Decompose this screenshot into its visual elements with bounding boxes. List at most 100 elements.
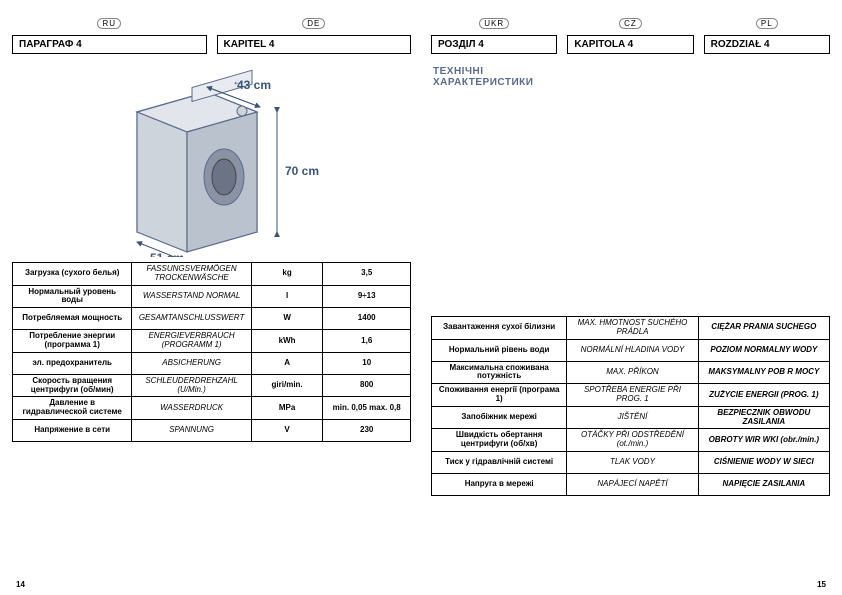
cell-uk: Нормальний рівень води xyxy=(432,339,567,361)
cell-de: GESAMTANSCHLUSSWERT xyxy=(132,308,251,330)
table-row: Потребление энергии (программа 1)ENERGIE… xyxy=(13,330,411,353)
table-row: Швидкість обертання центрифуги (об/хв)OT… xyxy=(432,429,830,452)
cell-de: WASSERSTAND NORMAL xyxy=(132,285,251,308)
cell-cz: SPOTŘEBA ENERGIE PŘI PROG. 1 xyxy=(567,384,698,407)
cell-pl: ZUŻYCIE ENERGII (PROG. 1) xyxy=(698,384,829,407)
table-row: Напруга в мережіNAPÁJECÍ NAPĚTÍNAPIĘCIE … xyxy=(432,473,830,495)
cell-ru: Давление в гидравлической системе xyxy=(13,397,132,420)
cell-val: 3,5 xyxy=(323,263,411,286)
page-number-right: 15 xyxy=(817,580,826,589)
table-row: Завантаження сухої білизниMAX. HMOTNOST … xyxy=(432,317,830,340)
cell-unit: W xyxy=(251,308,323,330)
cell-pl: NAPIĘCIE ZASILANIA xyxy=(698,473,829,495)
cell-unit: A xyxy=(251,352,323,374)
cell-ru: Потребляемая мощность xyxy=(13,308,132,330)
table-row: эл. предохранительABSICHERUNGA10 xyxy=(13,352,411,374)
cell-uk: Завантаження сухої білизни xyxy=(432,317,567,340)
cell-pl: CIĘŻAR PRANIA SUCHEGO xyxy=(698,317,829,340)
spec-table-right: Завантаження сухої білизниMAX. HMOTNOST … xyxy=(431,316,830,496)
page-number-left: 14 xyxy=(16,580,25,589)
cell-ru: Напряжение в сети xyxy=(13,419,132,441)
lang-badge: CZ xyxy=(619,18,642,29)
cell-unit: giri/min. xyxy=(251,374,323,397)
cell-ru: Нормальный уровень воды xyxy=(13,285,132,308)
heading-row-left: ПАРАГРАФ 4 KAPITEL 4 xyxy=(12,35,411,54)
table-row: Загрузка (сухого белья)FASSUNGSVERMÖGEN … xyxy=(13,263,411,286)
spec-table-left: Загрузка (сухого белья)FASSUNGSVERMÖGEN … xyxy=(12,262,411,442)
cell-ru: эл. предохранитель xyxy=(13,352,132,374)
cell-de: ENERGIEVERBRAUCH (PROGRAMM 1) xyxy=(132,330,251,353)
cell-cz: MAX. PŘÍKON xyxy=(567,361,698,384)
lang-badge: RU xyxy=(97,18,121,29)
cell-unit: MPa xyxy=(251,397,323,420)
cell-unit: kg xyxy=(251,263,323,286)
left-page: RU DE ПАРАГРАФ 4 KAPITEL 4 xyxy=(12,18,411,496)
lang-badge: UKR xyxy=(479,18,509,29)
cell-de: ABSICHERUNG xyxy=(132,352,251,374)
page-spread: RU DE ПАРАГРАФ 4 KAPITEL 4 xyxy=(0,0,842,504)
cell-pl: MAKSYMALNY POB R MOCY xyxy=(698,361,829,384)
washing-machine-diagram: ← 43 cm 70 cm 51 cm xyxy=(12,62,411,262)
cell-val: 1,6 xyxy=(323,330,411,353)
right-page: UKR CZ PL РОЗДІЛ 4 KAPITOLA 4 ROZDZIAŁ 4… xyxy=(431,18,830,496)
cell-cz: NAPÁJECÍ NAPĚTÍ xyxy=(567,473,698,495)
cell-de: WASSERDRUCK xyxy=(132,397,251,420)
table-row: Запобіжник мережіJIŠTĚNÍBEZPIECZNIK OBWO… xyxy=(432,406,830,429)
cell-val: 10 xyxy=(323,352,411,374)
cell-cz: TLAK VODY xyxy=(567,451,698,473)
cell-pl: CIŚNIENIE WODY W SIECI xyxy=(698,451,829,473)
cell-cz: JIŠTĚNÍ xyxy=(567,406,698,429)
cell-de: SCHLEUDERDREHZAHL (U/Min.) xyxy=(132,374,251,397)
cell-val: 230 xyxy=(323,419,411,441)
dim-depth-label: 43 cm xyxy=(237,78,271,92)
machine-svg: ← 43 cm 70 cm 51 cm xyxy=(82,67,342,257)
cell-uk: Тиск у гідравлічній системі xyxy=(432,451,567,473)
chapter-heading: РОЗДІЛ 4 xyxy=(431,35,557,54)
cell-ru: Загрузка (сухого белья) xyxy=(13,263,132,286)
table-row: Тиск у гідравлічній системіTLAK VODYCIŚN… xyxy=(432,451,830,473)
cell-unit: l xyxy=(251,285,323,308)
chapter-heading: KAPITOLA 4 xyxy=(567,35,693,54)
cell-val: 9÷13 xyxy=(323,285,411,308)
cell-pl: POZIOM NORMALNY WODY xyxy=(698,339,829,361)
table-row: Максимальна споживана потужністьMAX. PŘÍ… xyxy=(432,361,830,384)
table-row: Потребляемая мощностьGESAMTANSCHLUSSWERT… xyxy=(13,308,411,330)
cell-val: min. 0,05 max. 0,8 xyxy=(323,397,411,420)
dim-height-label: 70 cm xyxy=(285,164,319,178)
heading-row-right: РОЗДІЛ 4 KAPITOLA 4 ROZDZIAŁ 4 xyxy=(431,35,830,54)
cell-cz: NORMÁLNÍ HLADINA VODY xyxy=(567,339,698,361)
lang-badge: PL xyxy=(756,18,778,29)
cell-ru: Потребление энергии (программа 1) xyxy=(13,330,132,353)
dim-width-label: 51 cm xyxy=(149,251,183,257)
chapter-heading: ROZDZIAŁ 4 xyxy=(704,35,830,54)
table-row: Скорость вращения центрифуги (об/мин)SCH… xyxy=(13,374,411,397)
cell-val: 800 xyxy=(323,374,411,397)
cell-uk: Напруга в мережі xyxy=(432,473,567,495)
cell-ru: Скорость вращения центрифуги (об/мин) xyxy=(13,374,132,397)
cell-uk: Споживання енергії (програма 1) xyxy=(432,384,567,407)
cell-cz: OTÁČKY PŘI ODSTŘEDĚNÍ (ot./min.) xyxy=(567,429,698,452)
table-row: Давление в гидравлической системеWASSERD… xyxy=(13,397,411,420)
cell-uk: Швидкість обертання центрифуги (об/хв) xyxy=(432,429,567,452)
table-row: Нормальний рівень водиNORMÁLNÍ HLADINA V… xyxy=(432,339,830,361)
cell-uk: Максимальна споживана потужність xyxy=(432,361,567,384)
cell-unit: V xyxy=(251,419,323,441)
chapter-heading: KAPITEL 4 xyxy=(217,35,412,54)
cell-de: FASSUNGSVERMÖGEN TROCKENWÄSCHE xyxy=(132,263,251,286)
table-row: Нормальный уровень водыWASSERSTAND NORMA… xyxy=(13,285,411,308)
cell-cz: MAX. HMOTNOST SUCHÉHO PRÁDLA xyxy=(567,317,698,340)
cell-val: 1400 xyxy=(323,308,411,330)
table-row: Напряжение в сетиSPANNUNGV230 xyxy=(13,419,411,441)
cell-uk: Запобіжник мережі xyxy=(432,406,567,429)
cell-pl: OBROTY WIR WKI (obr./min.) xyxy=(698,429,829,452)
lang-badge: DE xyxy=(302,18,325,29)
section-subtitle: ТЕХНІЧНІ ХАРАКТЕРИСТИКИ xyxy=(433,66,830,88)
cell-pl: BEZPIECZNIK OBWODU ZASILANIA xyxy=(698,406,829,429)
cell-unit: kWh xyxy=(251,330,323,353)
cell-de: SPANNUNG xyxy=(132,419,251,441)
chapter-heading: ПАРАГРАФ 4 xyxy=(12,35,207,54)
lang-row-right: UKR CZ PL xyxy=(431,18,830,29)
spacer xyxy=(431,94,830,316)
lang-row-left: RU DE xyxy=(12,18,411,29)
table-row: Споживання енергії (програма 1)SPOTŘEBA … xyxy=(432,384,830,407)
